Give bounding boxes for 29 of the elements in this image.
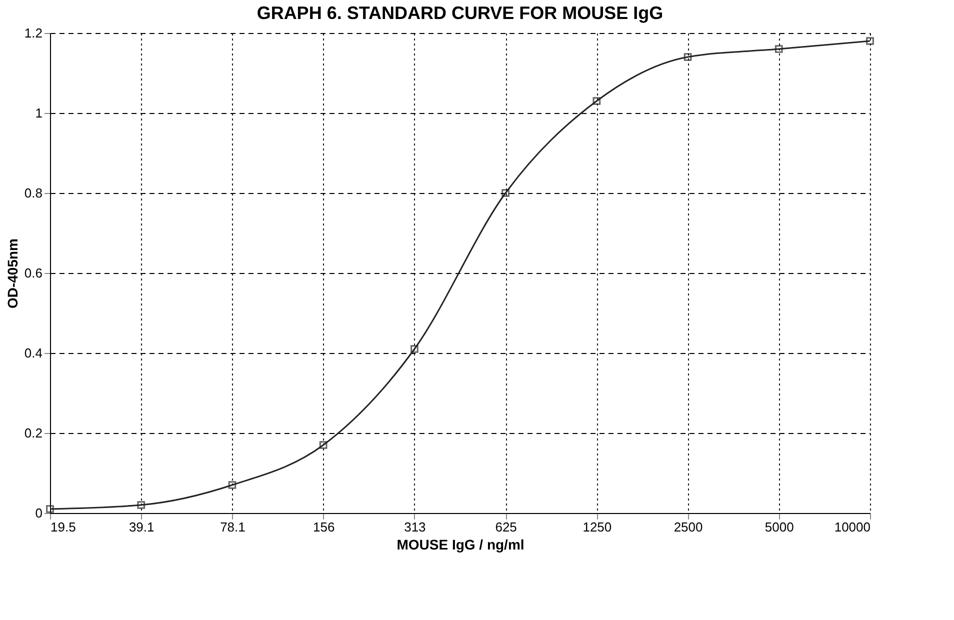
x-tick-label: 156: [312, 520, 335, 534]
x-tick-label: 2500: [674, 520, 703, 534]
x-tick-label: 625: [495, 520, 517, 534]
x-tick-label: 78.1: [220, 520, 246, 534]
point: [502, 189, 510, 197]
point: [228, 481, 236, 489]
chart-title: GRAPH 6. STANDARD CURVE FOR MOUSE IgG: [256, 3, 664, 23]
x-tick-label: 39.1: [128, 520, 154, 534]
point: [137, 501, 146, 509]
y-tick-label: 0.4: [24, 346, 42, 360]
y-tick-label: 1: [35, 106, 42, 120]
point: [592, 97, 601, 105]
x-tick-label: 10000: [834, 520, 870, 534]
point: [774, 45, 783, 53]
x-tick-label: 19.5: [50, 520, 76, 534]
y-tick-label: 0.8: [24, 186, 42, 200]
point: [410, 345, 418, 353]
point: [866, 37, 874, 45]
y-tick-label: 1.2: [24, 26, 42, 40]
y-tick-label: 0: [35, 506, 42, 520]
x-axis-title: MOUSE IgG / ng/ml: [396, 536, 524, 552]
x-tick-label: 5000: [764, 520, 794, 534]
x-tick-label: 313: [404, 520, 426, 534]
y-tick-label: 0.6: [24, 266, 42, 280]
y-tick-label: 0.2: [24, 426, 42, 440]
y-axis-title: OD-405nm: [4, 238, 20, 309]
x-tick-label: 1250: [582, 520, 612, 534]
point: [319, 441, 328, 449]
point: [684, 53, 692, 61]
